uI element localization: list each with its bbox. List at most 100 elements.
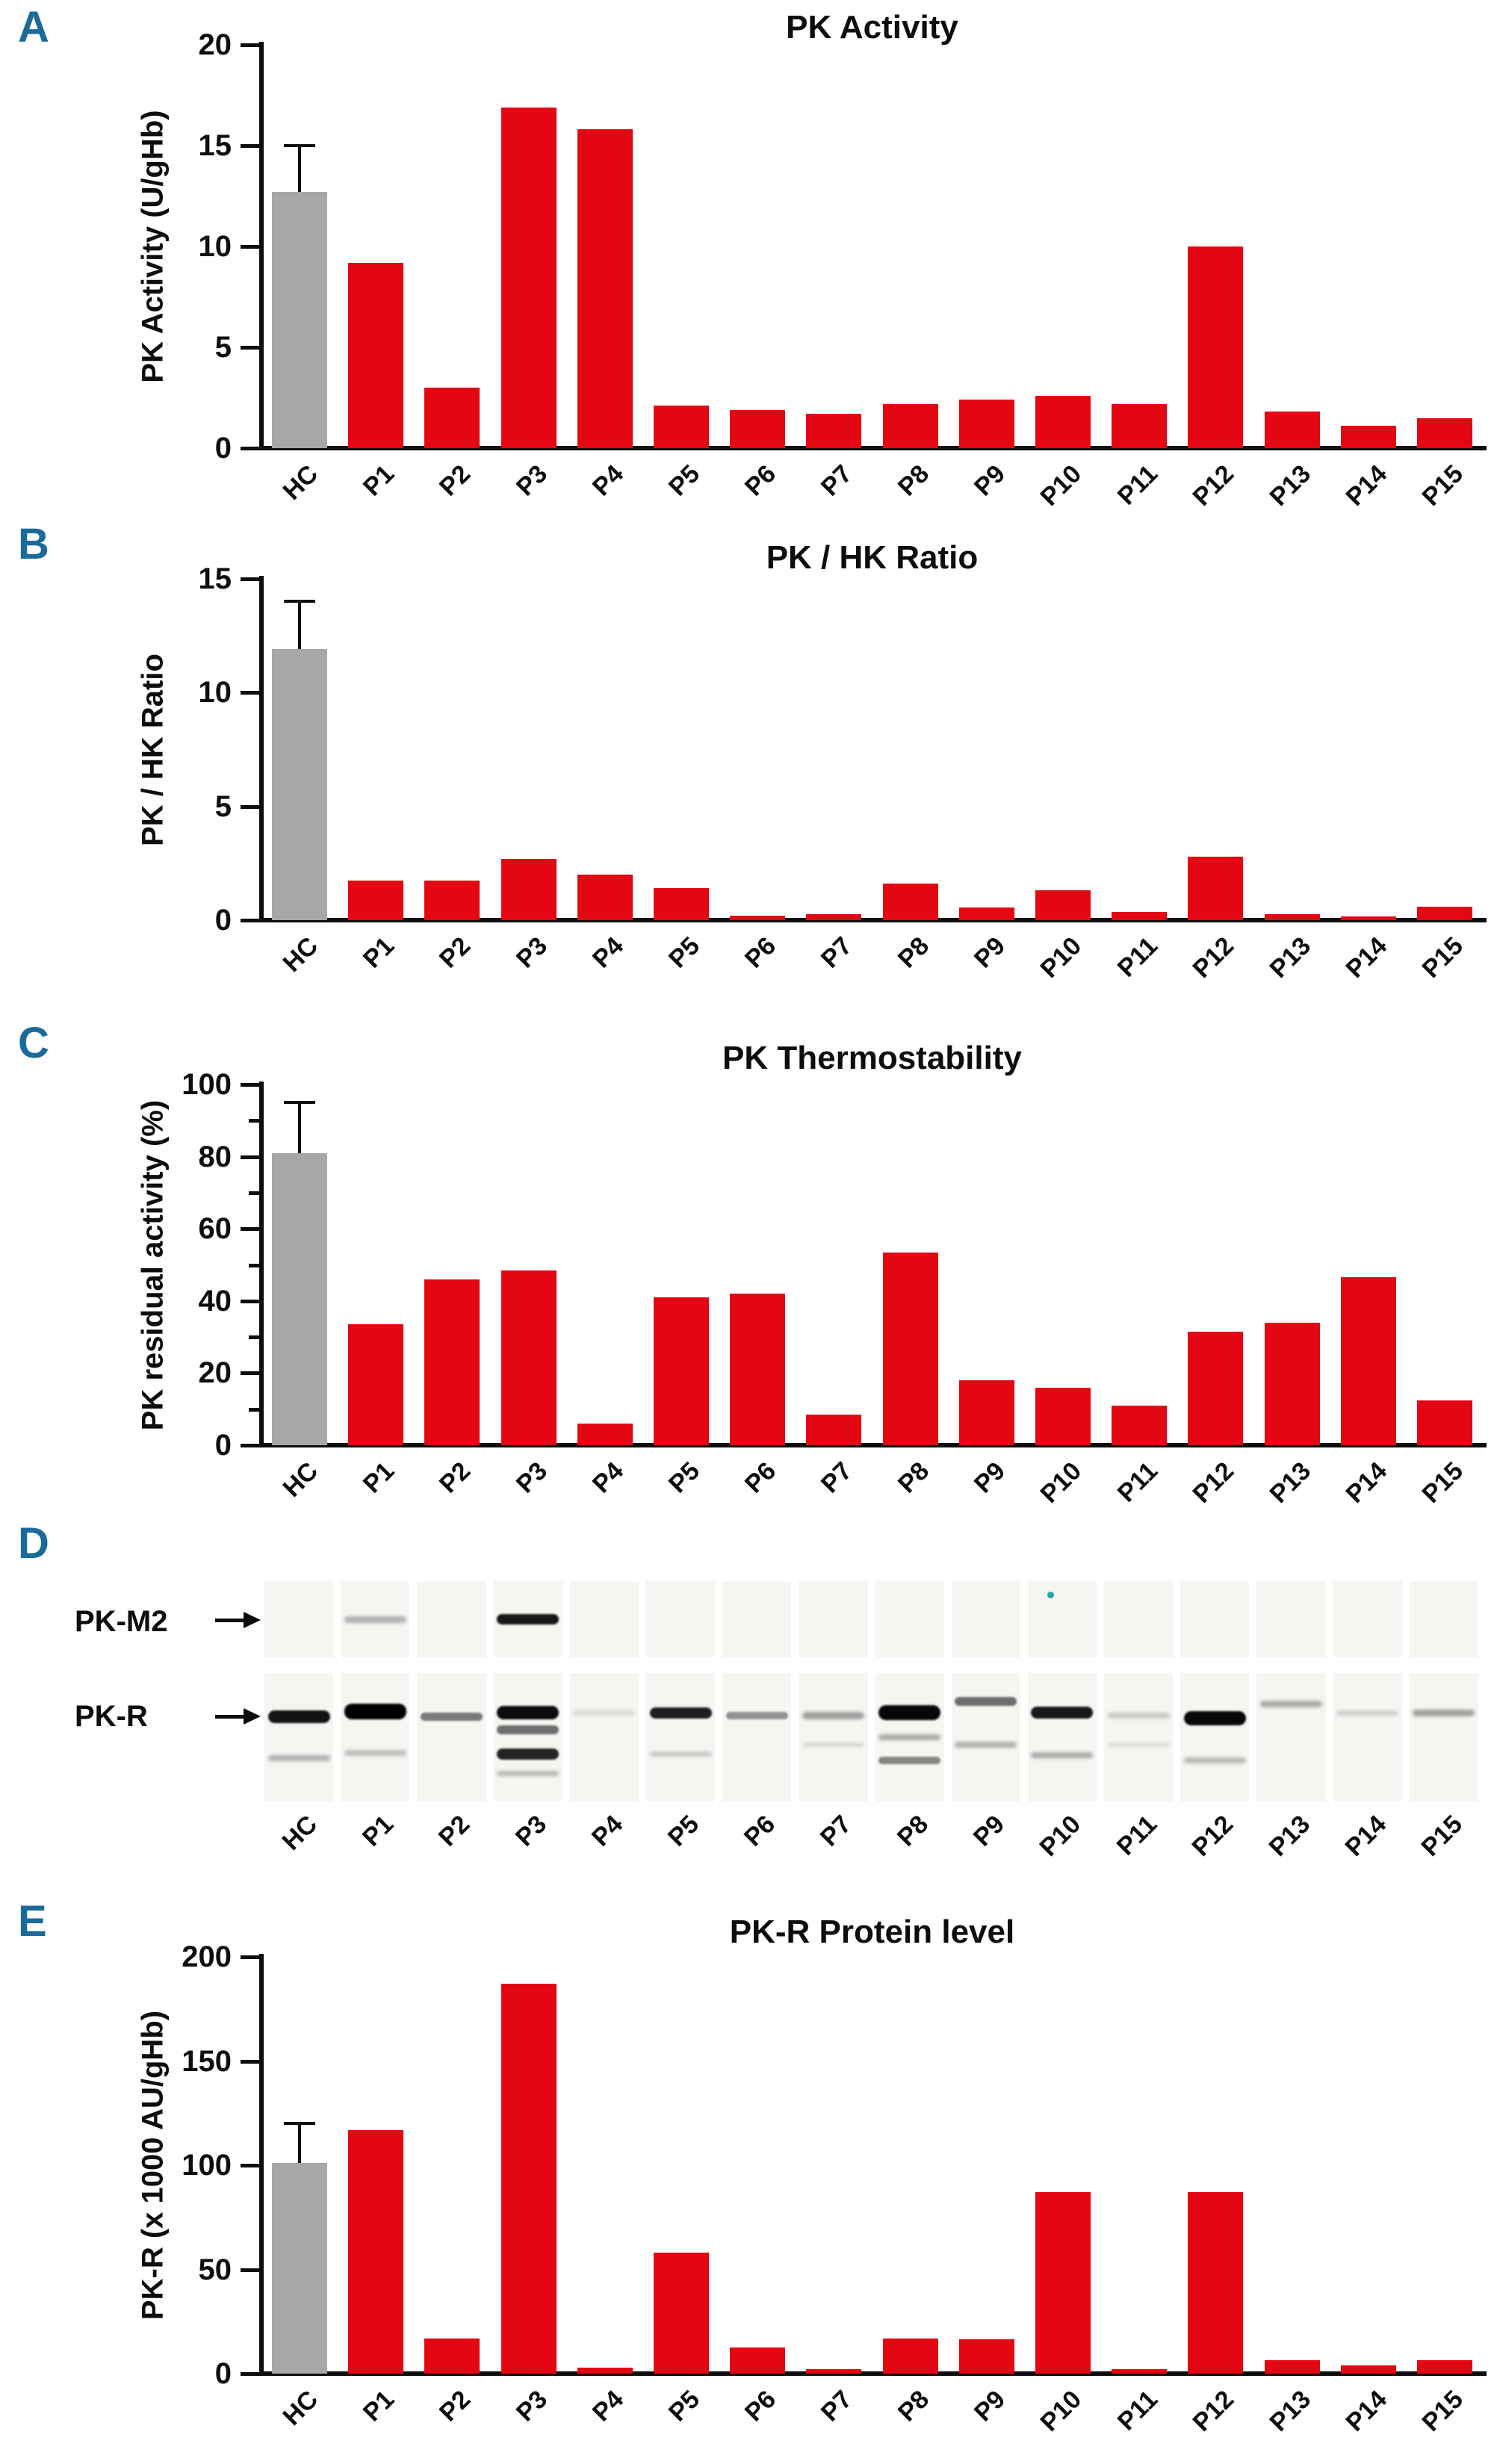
blot-lane-pk-r-HC: [264, 1673, 334, 1802]
pk-r-band-P12-1: [1183, 1757, 1246, 1763]
panel-c: C PK Thermostability PK residual activit…: [0, 1022, 1494, 1518]
y-tick-label-5: 5: [214, 331, 232, 364]
bar-HC: [272, 192, 328, 448]
pk-r-band-P3-2: [497, 1748, 560, 1760]
bar-P15: [1416, 906, 1472, 920]
bar-P6: [730, 2347, 786, 2374]
bar-P11: [1112, 912, 1168, 920]
bar-P10: [1035, 1387, 1091, 1445]
bar-P5: [654, 2253, 710, 2374]
panel-e: E PK-R Protein level PK-R (x 1000 AU/gHb…: [0, 1897, 1494, 2464]
bar-P15: [1416, 2359, 1472, 2374]
blot-lane-pk-r-P4: [569, 1673, 639, 1802]
pk-r-band-P10-1: [1031, 1752, 1094, 1759]
x-label-P10: P10: [1035, 931, 1088, 984]
x-axis-line: [259, 2371, 1487, 2376]
y-tick-label-150: 150: [182, 2044, 232, 2078]
bar-P7: [806, 914, 862, 920]
blot-lane-pk-m2-P3: [493, 1581, 562, 1657]
panel-b-title: PK / HK Ratio: [766, 539, 979, 576]
blot-lane-pk-m2-P1: [341, 1581, 410, 1657]
y-tick-label-50: 50: [198, 2253, 232, 2286]
y-tick-label-200: 200: [182, 1940, 232, 1973]
blot-lane-pk-m2-P13: [1256, 1581, 1326, 1657]
panel-b: B PK / HK Ratio PK / HK Ratio 0 5 10 15 HC P1…: [0, 523, 1494, 1022]
pk-r-band-P15-0: [1413, 1709, 1475, 1716]
bar-P13: [1264, 914, 1320, 920]
blot-lane-pk-m2-HC: [264, 1581, 334, 1657]
pk-r-band-HC-1: [267, 1754, 330, 1761]
x-axis-line: [259, 918, 1487, 922]
x-label-P6: P6: [740, 931, 782, 974]
y-tick-0: [241, 1444, 261, 1447]
y-minor-tick-70: [249, 1191, 261, 1195]
y-tick-label-10: 10: [198, 230, 232, 263]
pk-r-band-P11-1: [1107, 1743, 1170, 1748]
y-tick-label-10: 10: [198, 676, 232, 710]
blot-lane-pk-m2-P11: [1104, 1581, 1174, 1657]
pk-r-band-P8-2: [878, 1756, 941, 1764]
bar-P14: [1340, 2365, 1396, 2374]
bar-P12: [1188, 2192, 1244, 2374]
pk-r-band-P5-0: [649, 1707, 712, 1719]
pk-r-band-P12-0: [1183, 1710, 1246, 1725]
pk-r-band-P9-1: [955, 1742, 1017, 1748]
blot-lane-pk-m2-P9: [951, 1581, 1020, 1657]
x-label-P14: P14: [1340, 931, 1392, 984]
pk-r-band-P1-1: [344, 1749, 406, 1756]
x-label-P2: P2: [434, 931, 477, 974]
x-label-P4: P4: [586, 2385, 630, 2427]
blot-lane-pk-r-P6: [722, 1673, 792, 1802]
bar-P5: [654, 1297, 710, 1445]
panel-c-letter: C: [18, 1019, 49, 1067]
pk-r-band-P10-0: [1031, 1707, 1094, 1719]
x-label-P12: P12: [1187, 931, 1240, 984]
y-tick-10: [241, 691, 261, 695]
panel-a-letter: A: [18, 3, 49, 52]
blot-lane-label-P6: P6: [739, 1810, 781, 1852]
bar-P13: [1264, 412, 1320, 448]
blot-lane-pk-r-P7: [799, 1673, 868, 1802]
blot-lane-label-P5: P5: [662, 1810, 705, 1852]
y-tick-50: [241, 2268, 261, 2272]
blot-lane-pk-m2-P14: [1333, 1581, 1402, 1657]
x-axis-line: [259, 446, 1487, 450]
bar-P13: [1264, 2359, 1320, 2374]
blot-lane-pk-m2-P10: [1027, 1581, 1097, 1657]
y-tick-100: [241, 1083, 261, 1087]
y-tick-15: [241, 144, 261, 148]
x-label-P10: P10: [1035, 2385, 1088, 2437]
bar-P15: [1416, 418, 1472, 448]
bar-P9: [958, 400, 1014, 448]
bar-P1: [348, 880, 404, 920]
y-tick-100: [241, 2164, 261, 2167]
bar-P3: [500, 107, 557, 448]
bar-P12: [1188, 1331, 1244, 1445]
y-tick-80: [241, 1155, 261, 1159]
blot-lane-label-HC: HC: [276, 1810, 323, 1856]
y-tick-150: [241, 2059, 261, 2064]
bar-HC: [272, 1152, 328, 1445]
y-tick-label-15: 15: [198, 129, 232, 162]
bar-P13: [1264, 1322, 1320, 1445]
x-label-P2: P2: [434, 2385, 477, 2427]
blot-lane-pk-m2-P2: [417, 1581, 486, 1657]
pk-r-band-P7-1: [802, 1743, 864, 1748]
bar-P8: [882, 2338, 938, 2374]
bar-P10: [1035, 890, 1091, 920]
blot-lane-label-P9: P9: [967, 1810, 1010, 1852]
bar-P3: [500, 1270, 557, 1445]
bar-P6: [730, 915, 786, 920]
y-axis-line: [259, 1954, 264, 2376]
y-tick-15: [241, 577, 261, 581]
y-tick-label-0: 0: [214, 1429, 232, 1462]
blot-lane-pk-r-P11: [1104, 1673, 1174, 1802]
artifact-speck: [1047, 1592, 1054, 1599]
x-label-P4: P4: [586, 931, 630, 974]
blot-lane-label-P13: P13: [1263, 1810, 1315, 1862]
y-tick-5: [241, 804, 261, 809]
bar-P7: [806, 414, 862, 448]
x-label-P8: P8: [892, 2385, 934, 2427]
y-axis-line: [259, 576, 264, 922]
pk-r-band-P5-1: [649, 1751, 712, 1757]
